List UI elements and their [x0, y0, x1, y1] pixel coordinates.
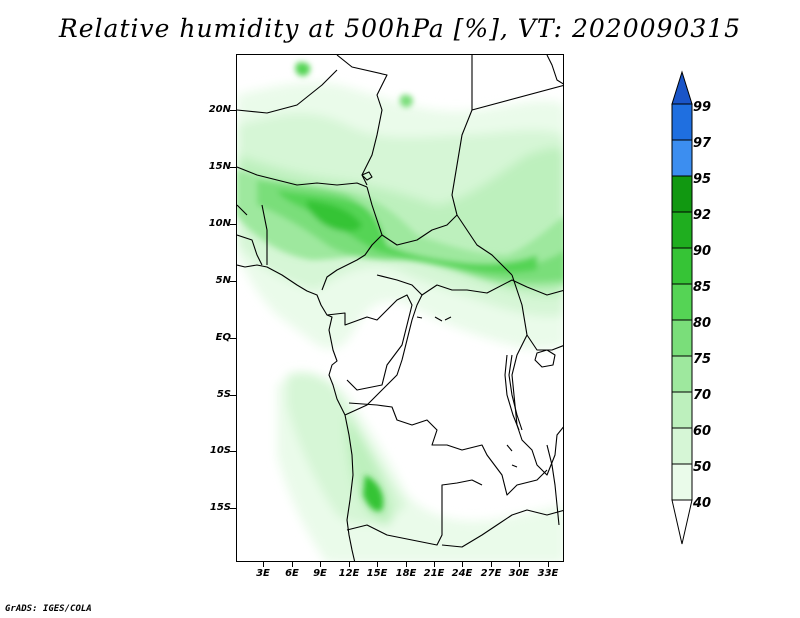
colorbar-segment-90-92: [671, 211, 693, 249]
colorbar-label-90: 90: [693, 244, 712, 259]
lat-label-5s: 5S: [216, 389, 231, 400]
border-zambia-south: [441, 509, 563, 548]
colorbar-label-60: 60: [693, 424, 712, 439]
lat-label-eq: EQ: [215, 332, 231, 343]
rh-band-75-80-patch: [399, 94, 413, 108]
rh-band-85-90: [306, 200, 362, 232]
lake-tanganyika: [504, 354, 523, 431]
lat-label-20n: 20N: [208, 104, 231, 115]
colorbar-segment-40-50: [671, 463, 693, 501]
humidity-core-shading: [237, 62, 563, 512]
tick-lon-3e: [263, 562, 264, 567]
border-east-lakes: [511, 274, 563, 476]
colorbar-segment-95-97: [671, 139, 693, 177]
colorbar-segment-97-99: [671, 103, 693, 141]
colorbar-segment-80-85: [671, 283, 693, 321]
tick-lon-30e: [519, 562, 520, 567]
colorbar-arrow-top: [671, 70, 693, 105]
lake-malawi: [546, 444, 560, 526]
humidity-map: [237, 55, 563, 561]
lon-label-6e: 6E: [285, 568, 299, 579]
lake-victoria: [534, 349, 556, 368]
country-boundaries: [237, 55, 563, 561]
map-title: Relative humidity at 500hPa [%], VT: 202…: [58, 14, 742, 43]
tick-lat-10n: [230, 224, 236, 225]
colorbar: [671, 70, 693, 545]
border-car-south: [376, 274, 563, 296]
credit-text: GrADS: IGES/COLA: [5, 604, 92, 614]
colorbar-segment-60-70: [671, 391, 693, 429]
border-drc-angola: [348, 402, 548, 496]
tick-lon-15e: [377, 562, 378, 567]
lon-label-30e: 30E: [508, 568, 530, 579]
tick-lon-27e: [491, 562, 492, 567]
colorbar-arrow-bottom: [671, 499, 693, 545]
colorbar-label-95: 95: [693, 172, 712, 187]
colorbar-label-85: 85: [693, 280, 712, 295]
colorbar-label-70: 70: [693, 388, 712, 403]
tick-lat-5n: [230, 281, 236, 282]
colorbar-label-80: 80: [693, 316, 712, 331]
lat-label-15s: 15S: [209, 502, 231, 513]
coastline-gulf-of-guinea: [237, 264, 356, 561]
tick-lon-9e: [320, 562, 321, 567]
border-west-africa: [237, 204, 268, 266]
tick-lat-15s: [230, 508, 236, 509]
colorbar-segment-92-95: [671, 175, 693, 213]
lat-label-5n: 5N: [215, 275, 231, 286]
colorbar-segment-85-90: [671, 247, 693, 285]
humidity-shading: [237, 82, 563, 561]
border-chad-sudan: [451, 109, 513, 276]
lon-label-24e: 24E: [451, 568, 473, 579]
lon-label-15e: 15E: [366, 568, 388, 579]
colorbar-label-99: 99: [693, 100, 712, 115]
tick-lon-6e: [292, 562, 293, 567]
border-drc-west: [344, 294, 423, 416]
colorbar-segment-75-80: [671, 319, 693, 357]
lake-chad: [361, 171, 373, 181]
border-algeria-mali-niger: [237, 69, 338, 114]
tick-lat-15n: [230, 167, 236, 168]
tick-lat-eq: [230, 338, 236, 339]
tick-lon-21e: [434, 562, 435, 567]
border-niger-chad: [336, 55, 388, 186]
lake-fragments-central: [416, 316, 518, 468]
lat-label-10s: 10S: [209, 445, 231, 456]
border-angola-namibia-zambia: [346, 479, 483, 546]
tick-lat-10s: [230, 451, 236, 452]
border-cameroon-gabon-congo: [326, 294, 413, 391]
tick-lat-5s: [230, 395, 236, 396]
tick-lat-20n: [230, 110, 236, 111]
colorbar-label-40: 40: [693, 496, 712, 511]
colorbar-segment-70-75: [671, 355, 693, 393]
rh-band-85-90-angola: [363, 475, 384, 512]
colorbar-label-97: 97: [693, 136, 712, 151]
rh-band-80-85-patch-ne: [295, 62, 311, 77]
border-nigeria-niger: [237, 166, 368, 188]
lon-label-18e: 18E: [395, 568, 417, 579]
lon-label-12e: 12E: [338, 568, 360, 579]
tick-lon-18e: [406, 562, 407, 567]
red-sea-coast: [546, 55, 563, 85]
colorbar-label-50: 50: [693, 460, 712, 475]
lon-label-3e: 3E: [256, 568, 270, 579]
border-chad-car: [381, 214, 458, 246]
lon-label-27e: 27E: [480, 568, 502, 579]
lat-label-10n: 10N: [208, 218, 231, 229]
tick-lon-33e: [548, 562, 549, 567]
border-uganda-kenya: [526, 334, 563, 351]
colorbar-label-92: 92: [693, 208, 712, 223]
tick-lon-24e: [462, 562, 463, 567]
lon-label-9e: 9E: [313, 568, 327, 579]
lat-label-15n: 15N: [208, 161, 231, 172]
lon-label-33e: 33E: [537, 568, 559, 579]
lon-label-21e: 21E: [423, 568, 445, 579]
colorbar-segment-50-60: [671, 427, 693, 465]
border-nigeria-cameroon: [321, 186, 383, 291]
tick-lon-12e: [349, 562, 350, 567]
map-panel: [236, 54, 564, 562]
colorbar-label-75: 75: [693, 352, 712, 367]
